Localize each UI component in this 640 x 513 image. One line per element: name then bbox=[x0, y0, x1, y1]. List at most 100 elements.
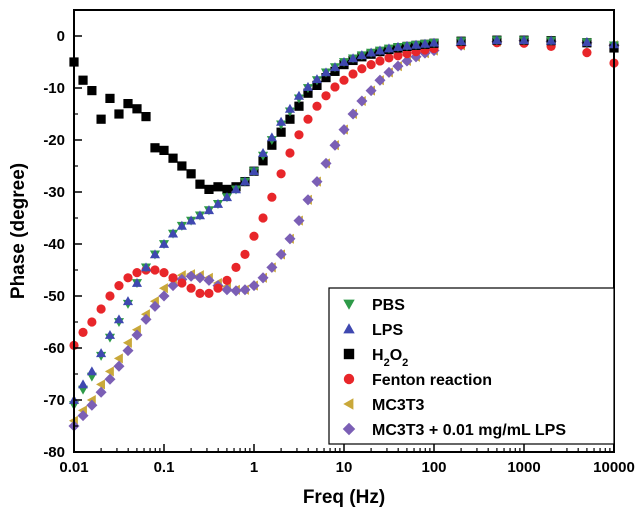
data-point bbox=[105, 291, 115, 301]
data-point bbox=[375, 56, 385, 66]
data-point bbox=[203, 274, 215, 286]
data-point bbox=[285, 148, 295, 158]
legend-label: MC3T3 + 0.01 mg/mL LPS bbox=[372, 422, 566, 439]
data-point bbox=[231, 262, 241, 272]
legend-marker bbox=[343, 398, 354, 410]
data-point bbox=[122, 345, 134, 357]
data-point bbox=[285, 114, 295, 124]
data-point bbox=[140, 313, 152, 325]
data-point bbox=[294, 101, 304, 111]
data-point bbox=[311, 176, 323, 188]
data-point bbox=[105, 93, 115, 103]
data-point bbox=[491, 35, 502, 45]
legend-label: PBS bbox=[372, 297, 405, 314]
x-tick-label: 10000 bbox=[593, 459, 635, 476]
y-tick-label: -10 bbox=[43, 80, 65, 97]
legend: PBS LPS H2O2 Fenton reaction MC3T3 MC3T3 + 0.… bbox=[328, 287, 615, 445]
data-point bbox=[77, 379, 89, 389]
legend-marker bbox=[342, 422, 356, 436]
data-point bbox=[303, 88, 313, 98]
data-point bbox=[348, 69, 358, 79]
y-tick-label: -20 bbox=[43, 132, 65, 149]
data-point bbox=[392, 60, 404, 72]
data-point bbox=[294, 130, 304, 140]
data-point bbox=[249, 231, 259, 241]
data-point bbox=[204, 288, 214, 298]
y-tick-label: -40 bbox=[43, 236, 65, 253]
data-point bbox=[87, 317, 97, 327]
data-point bbox=[96, 114, 106, 124]
data-point bbox=[518, 35, 530, 45]
data-point bbox=[222, 184, 232, 194]
data-point bbox=[321, 91, 331, 101]
x-tick-label: 1 bbox=[250, 459, 258, 476]
data-point bbox=[122, 296, 134, 306]
legend-box bbox=[328, 287, 615, 445]
series-1 bbox=[68, 35, 620, 404]
data-point bbox=[266, 132, 277, 142]
data-point bbox=[266, 261, 278, 273]
data-point bbox=[546, 35, 557, 45]
data-point bbox=[158, 290, 170, 302]
x-tick-label: 100 bbox=[421, 459, 446, 476]
data-point bbox=[401, 55, 413, 67]
data-point bbox=[140, 262, 152, 272]
legend-marker bbox=[343, 348, 355, 360]
data-point bbox=[267, 140, 277, 150]
data-point bbox=[402, 49, 412, 59]
x-tick-label: 10 bbox=[336, 459, 353, 476]
data-point bbox=[123, 273, 133, 283]
data-point bbox=[356, 95, 368, 107]
data-point bbox=[114, 281, 124, 291]
data-point bbox=[312, 80, 322, 90]
data-point bbox=[86, 399, 98, 411]
legend-label: H2O2 bbox=[372, 347, 408, 369]
data-point bbox=[77, 410, 89, 422]
data-point bbox=[95, 386, 107, 398]
data-point bbox=[177, 278, 187, 288]
data-point bbox=[347, 53, 359, 63]
data-point bbox=[104, 366, 114, 377]
data-point bbox=[347, 108, 359, 120]
data-point bbox=[329, 139, 341, 151]
data-point bbox=[221, 284, 233, 296]
data-point bbox=[302, 81, 314, 91]
data-point bbox=[321, 73, 331, 83]
data-point bbox=[86, 366, 97, 376]
y-tick-label: 0 bbox=[57, 28, 65, 45]
data-point bbox=[96, 379, 106, 390]
data-point bbox=[393, 51, 403, 61]
legend-marker bbox=[343, 323, 355, 334]
data-point bbox=[131, 329, 143, 341]
data-point bbox=[320, 157, 332, 169]
data-point bbox=[186, 283, 196, 293]
data-point bbox=[330, 82, 340, 92]
data-point bbox=[203, 205, 215, 215]
data-point bbox=[132, 268, 142, 278]
data-point bbox=[329, 62, 341, 72]
data-point bbox=[248, 166, 260, 176]
data-point bbox=[284, 103, 296, 113]
data-point bbox=[213, 182, 223, 192]
data-point bbox=[456, 36, 467, 46]
data-point bbox=[212, 198, 224, 208]
legend-label: LPS bbox=[372, 322, 403, 339]
plot-marks bbox=[68, 35, 620, 432]
data-point bbox=[303, 114, 313, 124]
data-point bbox=[302, 194, 314, 206]
data-point bbox=[383, 66, 395, 78]
data-point bbox=[113, 360, 125, 372]
data-point bbox=[311, 74, 323, 84]
data-point bbox=[239, 176, 251, 186]
data-point bbox=[374, 45, 386, 55]
data-point bbox=[113, 353, 123, 364]
y-tick-label: -80 bbox=[43, 444, 65, 461]
data-point bbox=[293, 90, 305, 100]
data-point bbox=[78, 327, 88, 337]
x-tick-label: 1000 bbox=[507, 459, 540, 476]
data-point bbox=[186, 215, 197, 225]
data-point bbox=[374, 74, 386, 86]
data-point bbox=[428, 37, 440, 47]
y-tick-label: -60 bbox=[43, 340, 65, 357]
